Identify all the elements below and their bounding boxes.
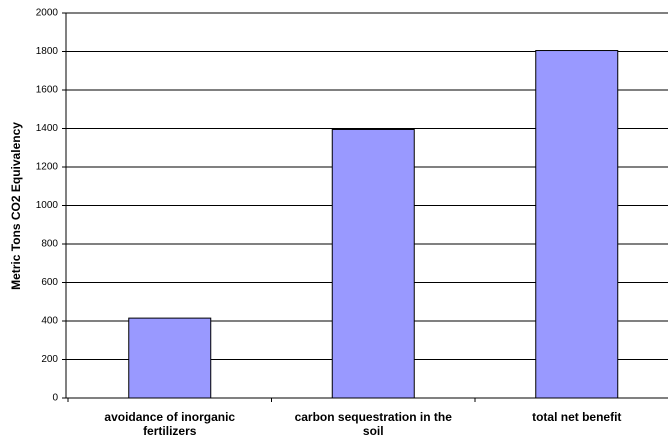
y-tick-label: 1200 [36, 162, 59, 173]
bar [535, 50, 619, 399]
y-tick-label: 1000 [36, 200, 59, 211]
x-tick-label: total net benefit [532, 410, 622, 424]
y-tick-label: 600 [41, 277, 58, 288]
y-tick-label: 2000 [36, 8, 59, 19]
y-axis-label: Metric Tons CO2 Equivalency [9, 122, 23, 290]
x-tick-label: avoidance of inorganic fertilizers [104, 410, 236, 438]
bar [331, 128, 415, 399]
y-tick-label: 400 [41, 316, 58, 327]
y-tick-label: 1800 [36, 46, 59, 57]
y-tick-label: 800 [41, 239, 58, 250]
bar [128, 317, 212, 399]
y-tick-label: 0 [52, 393, 58, 404]
y-tick-label: 1600 [36, 85, 59, 96]
y-tick-label: 200 [41, 354, 58, 365]
x-tick-label: carbon sequestration in the soil [294, 410, 452, 438]
y-tick-label: 1400 [36, 123, 59, 134]
